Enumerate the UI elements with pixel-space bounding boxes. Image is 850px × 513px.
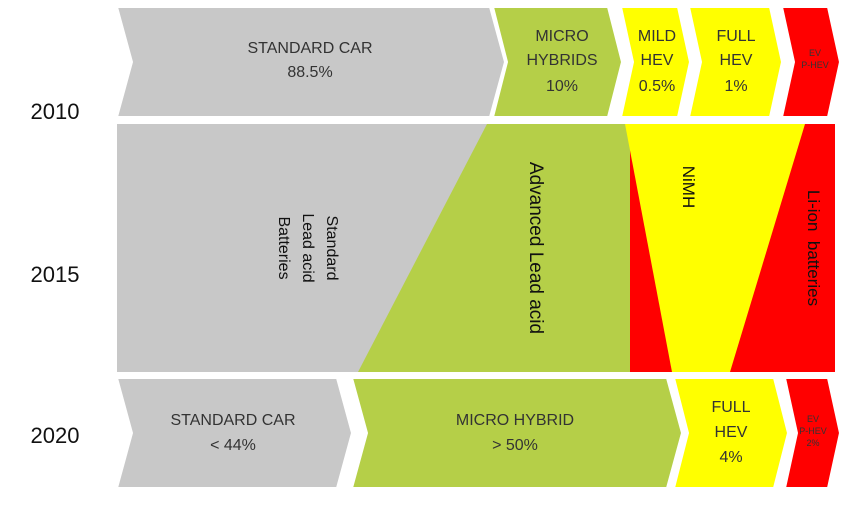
standard-lead-acid-label-line3: Batteries	[275, 216, 292, 279]
full-hev-2010-arrow	[687, 6, 784, 118]
nimh-area	[625, 124, 805, 372]
full-hev-2020-share: 4%	[719, 449, 742, 466]
ev-2020-arrow	[783, 377, 842, 489]
row-2020: STANDARD CAR < 44% MICRO HYBRID > 50% FU…	[115, 377, 842, 489]
ev-2010-label-line2: P-HEV	[801, 60, 829, 70]
nimh-label: NiMH	[679, 166, 698, 209]
li-ion-label: Li-ion batteries	[804, 190, 823, 306]
ev-2020-label-line2: P-HEV	[799, 426, 827, 436]
micro-hybrids-2010-label-line1: MICRO	[535, 28, 588, 45]
year-2020-label: 2020	[30, 423, 80, 448]
micro-hybrid-2020-label: MICRO HYBRID	[456, 412, 574, 429]
standard-car-2010-share: 88.5%	[287, 64, 332, 81]
mild-hev-2010-share: 0.5%	[639, 78, 675, 95]
micro-hybrids-2010-share: 10%	[546, 78, 578, 95]
ev-2020-share: 2%	[806, 438, 819, 448]
standard-car-2020-arrow	[115, 377, 354, 489]
advanced-lead-acid-label: Advanced Lead acid	[525, 162, 546, 334]
mild-hev-2010-arrow	[619, 6, 692, 118]
advanced-lead-acid-area	[358, 124, 632, 372]
standard-car-2010-arrow	[115, 6, 507, 118]
full-hev-2020-arrow	[672, 377, 790, 489]
full-hev-2010-label-line1: FULL	[716, 28, 755, 45]
row-2015: Standard Lead acid Batteries Advanced Le…	[117, 124, 835, 372]
standard-car-2010-label: STANDARD CAR	[247, 40, 372, 57]
year-2010-label: 2010	[30, 99, 80, 124]
ev-2010-label-line1: EV	[809, 48, 821, 58]
ev-2010-arrow	[780, 6, 842, 118]
mild-hev-2010-label-line1: MILD	[638, 28, 676, 45]
full-hev-2020-label-line1: FULL	[711, 399, 750, 416]
micro-hybrid-2020-arrow	[350, 377, 684, 489]
mild-hev-2010-label-line2: HEV	[641, 52, 674, 69]
row-2010: STANDARD CAR 88.5% MICRO HYBRIDS 10% MIL…	[115, 6, 842, 118]
full-hev-2010-label-line2: HEV	[720, 52, 753, 69]
micro-hybrid-2020-share: > 50%	[492, 437, 538, 454]
ev-2020-label-line1: EV	[807, 414, 819, 424]
standard-car-2020-label: STANDARD CAR	[170, 412, 295, 429]
full-hev-2010-share: 1%	[724, 78, 747, 95]
micro-hybrids-2010-arrow	[491, 6, 624, 118]
year-2015-label: 2015	[30, 262, 80, 287]
standard-car-2020-share: < 44%	[210, 437, 256, 454]
full-hev-2020-label-line2: HEV	[715, 424, 748, 441]
standard-lead-acid-label-line1: Standard	[323, 216, 340, 281]
micro-hybrids-2010-label-line2: HYBRIDS	[526, 52, 597, 69]
standard-lead-acid-label-line2: Lead acid	[299, 213, 316, 282]
